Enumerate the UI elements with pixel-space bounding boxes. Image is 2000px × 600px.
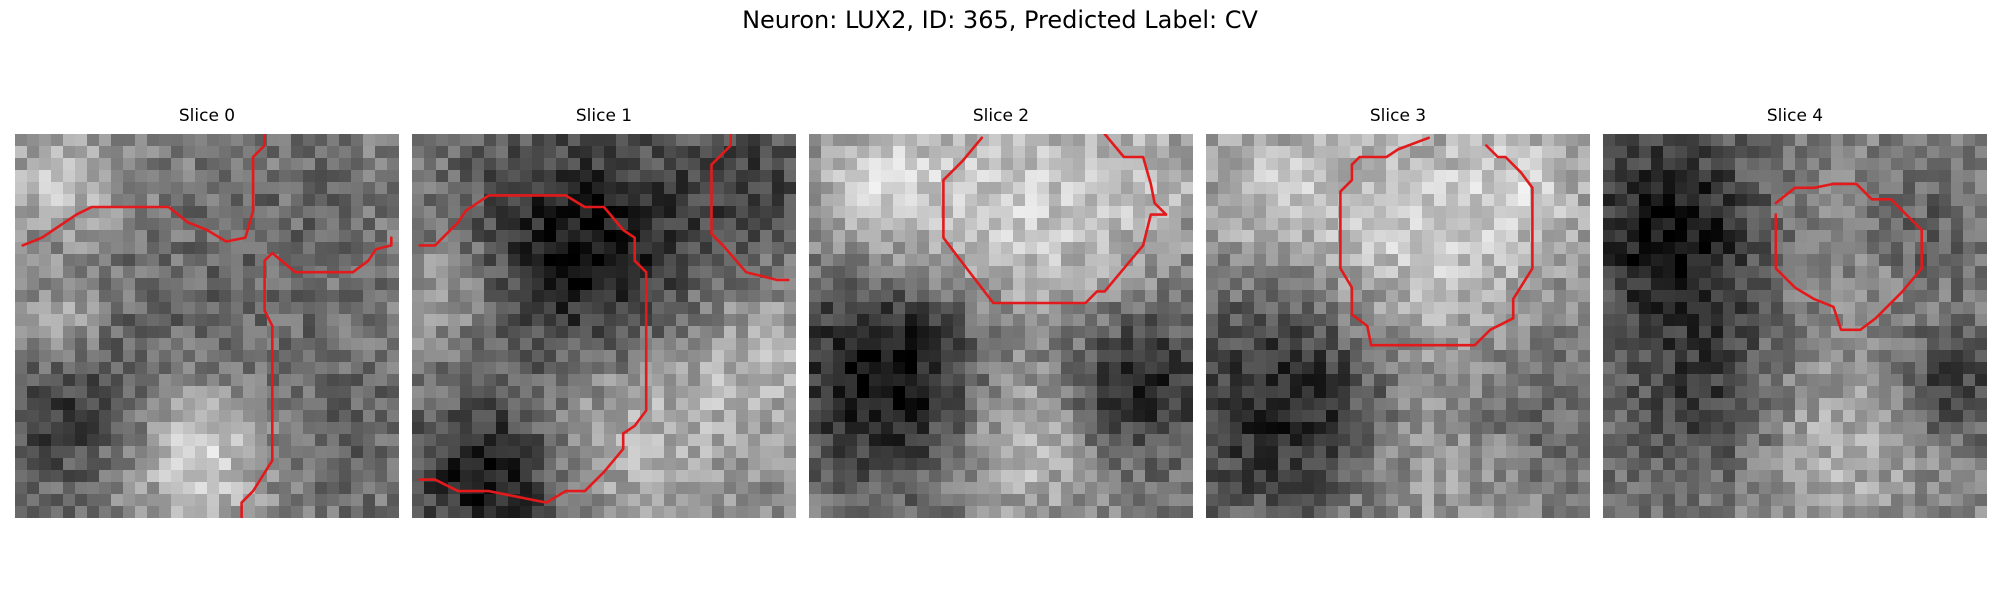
slice-title-4: Slice 4 [1766,106,1824,126]
slice-image-0 [15,134,399,518]
slice-title-3: Slice 3 [1369,106,1427,126]
contour-line [240,236,393,518]
contour-line [1339,136,1534,347]
contour-overlay [1774,182,1924,332]
contour-line [1774,182,1924,332]
slice-panel-1: Slice 1 [412,106,796,518]
slice-image-4 [1603,134,1987,518]
slice-panel-4: Slice 4 [1603,106,1987,518]
slice-pixels [412,134,796,518]
contour-line [418,194,648,504]
contour-overlay [418,134,790,504]
slice-panel-0: Slice 0 [15,106,399,518]
slice-title-1: Slice 1 [575,106,633,126]
slice-image-1 [412,134,796,518]
contour-line [21,134,266,247]
slice-pixels [15,134,399,518]
slice-pixels [809,134,1193,518]
contour-line [710,134,790,282]
slice-title-2: Slice 2 [972,106,1030,126]
slice-pixels [1603,134,1987,518]
figure-title: Neuron: LUX2, ID: 365, Predicted Label: … [742,6,1258,34]
slice-image-2 [809,134,1193,518]
contour-overlay [21,134,393,518]
slice-image-3 [1206,134,1590,518]
slice-panel-2: Slice 2 [809,106,1193,518]
slice-title-0: Slice 0 [178,106,236,126]
contour-overlay [942,134,1168,305]
contour-line [942,134,1168,305]
contour-overlay [1339,136,1534,347]
slice-pixels [1206,134,1590,518]
slice-panel-3: Slice 3 [1206,106,1590,518]
